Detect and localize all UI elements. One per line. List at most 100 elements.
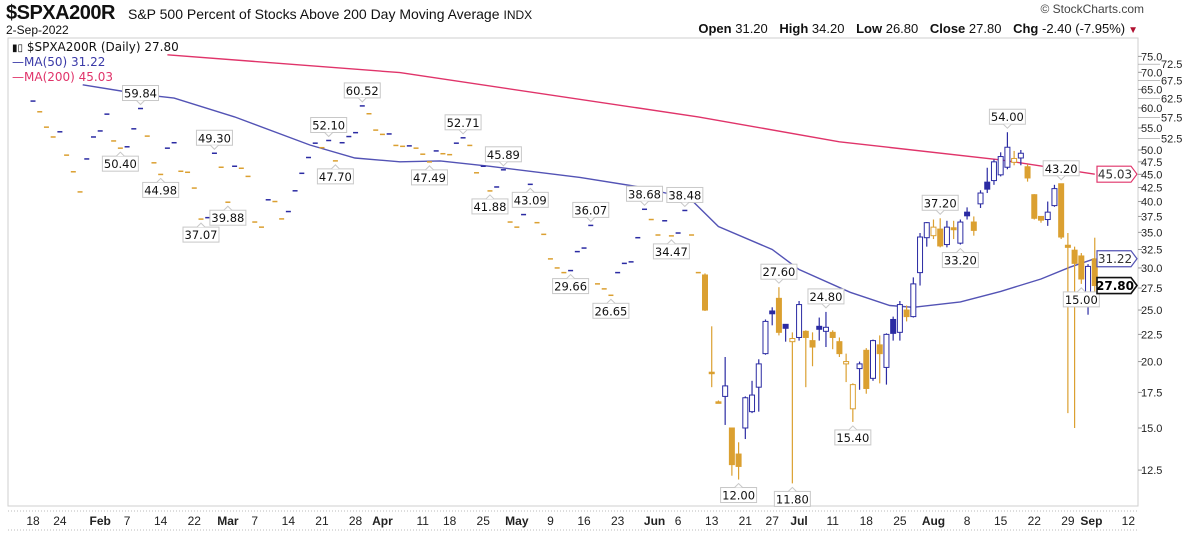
copyright: © StockCharts.com (1040, 2, 1144, 16)
candle-body (762, 320, 769, 355)
badge-shape (1096, 250, 1138, 268)
exchange-label: INDX (503, 8, 533, 22)
annotation-pointer (680, 202, 690, 208)
annotation-text: 26.65 (594, 304, 627, 318)
candle-body (796, 304, 803, 338)
annotation-pointer (499, 161, 508, 167)
chg-label: Chg (1013, 21, 1039, 36)
x-axis: 18 24 Feb 7 14 22 Mar 7 14 21 28 Apr 11 18 25 May 9 16 23 J… (26, 514, 1135, 528)
price-annotation: 38.48 (666, 186, 704, 208)
price-annotation: 36.07 (572, 201, 610, 223)
annotation-text: 12.00 (722, 489, 755, 503)
last-value-badges: 45.03 31.22 27.80 (1096, 165, 1138, 295)
annotation-text: 15.40 (836, 431, 869, 445)
candle-body (883, 333, 890, 368)
price-annotation: 29.66 (552, 273, 590, 295)
annotation-text: 33.20 (944, 254, 977, 268)
candle-body (970, 221, 977, 231)
candle-body (930, 226, 937, 237)
y-tick-label: 70.0 (1141, 67, 1162, 79)
price-annotation: 37.20 (921, 194, 959, 215)
candle-body (1044, 211, 1051, 221)
candle-body (1024, 166, 1031, 179)
x-tick-label: 21 (315, 514, 329, 528)
x-tick-label: Apr (372, 514, 393, 528)
y-tick-label: 47.5 (1141, 157, 1162, 169)
annotation-pointer (935, 209, 945, 215)
annotation-text: 38.68 (628, 187, 661, 201)
price-annotation: 45.89 (484, 146, 522, 167)
annotation-pointer (734, 482, 743, 488)
chg-value: -2.40 (-7.95%) (1042, 21, 1126, 36)
annotation-pointer (788, 486, 797, 492)
y-tick-label: 62.5 (1161, 93, 1182, 105)
low-label: Low (856, 21, 883, 36)
annotation-text: 29.66 (554, 280, 587, 294)
annotation-pointer (774, 278, 784, 284)
x-tick-label: 11 (417, 514, 430, 528)
x-tick-label: Jun (644, 514, 665, 528)
x-tick-label: Mar (217, 514, 239, 528)
candle-body (964, 211, 971, 217)
price-annotation: 15.40 (834, 425, 872, 446)
annotation-pointer (136, 100, 145, 106)
x-tick-label: 16 (577, 514, 591, 528)
ma200-line (167, 54, 1095, 175)
price-annotation: 44.98 (142, 177, 180, 198)
last-value-badge-price: 27.80 (1096, 276, 1138, 295)
x-tick-label: 14 (282, 514, 296, 528)
x-tick-label: 8 (964, 514, 971, 528)
price-annotation: 60.52 (343, 82, 381, 103)
annotation-pointer (116, 151, 125, 157)
candle-body (1051, 188, 1058, 207)
annotation-pointer (525, 187, 535, 193)
price-bars (30, 100, 1098, 484)
price-annotation: 12.00 (720, 482, 758, 504)
x-tick-label: 22 (1028, 514, 1042, 528)
annotation-pointer (156, 177, 166, 183)
candle-body (728, 427, 735, 466)
legend-main-text: $SPXA200R (Daily) 27.80 (26, 40, 179, 54)
candle-body (890, 318, 897, 334)
candle-body (789, 338, 796, 343)
candle-body (943, 226, 950, 246)
candle-body (876, 344, 883, 355)
x-tick-label: 7 (124, 514, 131, 528)
candle-body (1038, 215, 1044, 221)
close-label: Close (929, 21, 966, 36)
low-value: 26.80 (885, 21, 919, 36)
y-tick-label: 32.5 (1141, 244, 1162, 256)
candle-body (917, 236, 924, 274)
y-tick-label: 35.0 (1141, 227, 1162, 239)
open-label: Open (698, 21, 732, 36)
candle-body (742, 397, 749, 429)
candle-body (849, 384, 856, 410)
price-annotation: 27.60 (760, 263, 798, 284)
candle-body (1064, 244, 1071, 248)
annotation-text: 37.07 (185, 228, 218, 242)
description-text: S&P 500 Percent of Stocks Above 200 Day … (128, 6, 500, 22)
annotation-text: 24.80 (809, 290, 842, 304)
x-tick-label: 24 (53, 514, 67, 528)
candle-body (903, 309, 910, 318)
badge-shape (1096, 276, 1138, 295)
x-tick-label: 18 (860, 514, 874, 528)
candle-body (1085, 265, 1092, 294)
y-tick-label: 55.0 (1141, 123, 1162, 135)
x-tick-label: 18 (443, 514, 457, 528)
candle-body (843, 361, 850, 365)
y-tick-label: 22.5 (1141, 329, 1162, 341)
y-tick-label: 52.5 (1161, 134, 1182, 146)
candle-body (708, 371, 715, 375)
x-tick-label: 27 (766, 514, 780, 528)
annotation-text: 43.20 (1045, 162, 1078, 176)
annotation-pointer (606, 298, 616, 304)
annotation-text: 52.71 (447, 116, 480, 130)
annotation-pointer (357, 97, 367, 103)
candle-body (822, 326, 829, 332)
price-annotation: 26.65 (592, 298, 630, 319)
chart-description: S&P 500 Percent of Stocks Above 200 Day … (128, 6, 532, 22)
candle-body (809, 340, 816, 348)
annotation-text: 43.09 (514, 193, 547, 207)
annotation-pointer (956, 247, 965, 253)
